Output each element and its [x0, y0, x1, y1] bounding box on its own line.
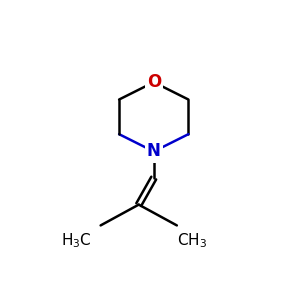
Text: CH$_3$: CH$_3$ — [177, 231, 207, 250]
Text: N: N — [147, 142, 161, 160]
Text: O: O — [147, 73, 161, 91]
Text: H$_3$C: H$_3$C — [61, 231, 92, 250]
